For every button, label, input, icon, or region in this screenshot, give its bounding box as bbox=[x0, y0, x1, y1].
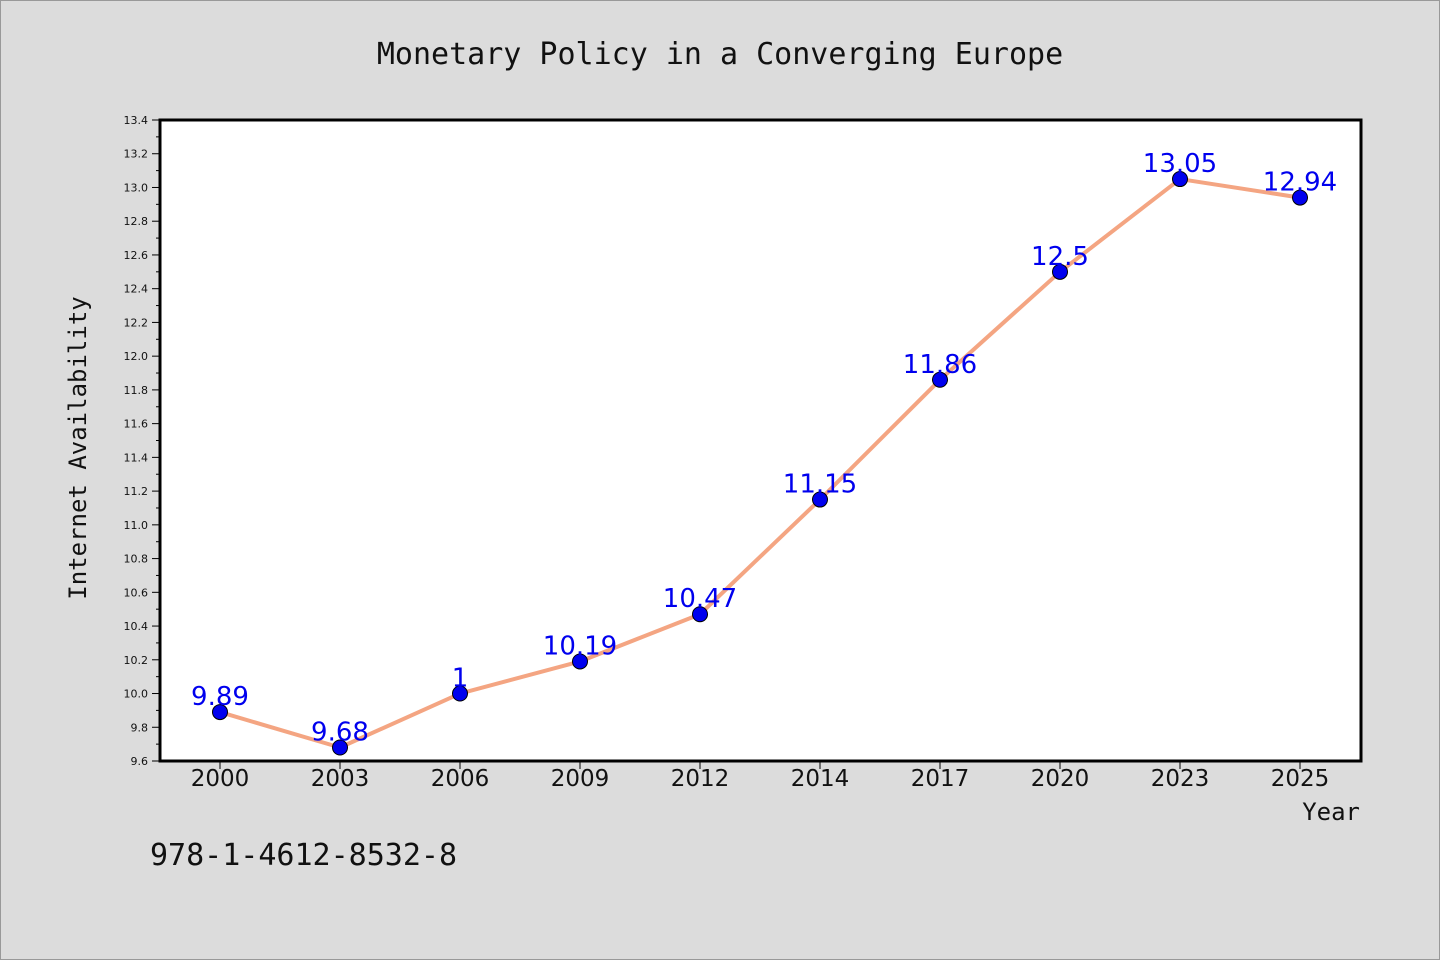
series-line-group bbox=[218, 177, 1302, 750]
data-label: 9.89 bbox=[191, 682, 249, 712]
x-tick-label: 2025 bbox=[1271, 766, 1330, 792]
x-tick-label: 2017 bbox=[911, 766, 970, 792]
data-label: 10.47 bbox=[663, 584, 737, 614]
y-tick-label: 12.2 bbox=[124, 316, 149, 329]
data-label: 13.05 bbox=[1143, 149, 1217, 179]
data-label: 9.68 bbox=[311, 718, 369, 748]
x-tick-label: 2023 bbox=[1151, 766, 1210, 792]
plot-frame bbox=[158, 118, 1363, 763]
y-tick-label: 11.6 bbox=[124, 418, 149, 431]
data-point bbox=[1172, 171, 1188, 188]
y-tick-label: 11.0 bbox=[124, 519, 149, 532]
x-tick-label: 2020 bbox=[1031, 766, 1090, 792]
y-tick-label: 12.4 bbox=[124, 283, 149, 296]
x-axis-ticks: 2000 2003 2006 2009 2012 2014 2017 2020 2023 2025 bbox=[191, 761, 1330, 792]
data-label: 12.94 bbox=[1263, 168, 1337, 198]
data-label: 10.19 bbox=[543, 631, 617, 661]
data-point bbox=[932, 371, 948, 388]
x-tick-label: 2003 bbox=[311, 766, 370, 792]
x-tick-label: 2000 bbox=[191, 766, 250, 792]
data-labels: 9.89 9.68 1 10.19 10.47 11.15 11.86 12.5 13.05 12… bbox=[191, 149, 1337, 747]
data-point bbox=[812, 491, 828, 508]
y-tick-label: 13.0 bbox=[124, 181, 149, 194]
y-tick-label: 9.8 bbox=[131, 721, 149, 734]
x-axis-label: Year bbox=[1302, 798, 1360, 826]
data-label: 12.5 bbox=[1031, 242, 1089, 272]
chart-title: Monetary Policy in a Converging Europe bbox=[377, 37, 1063, 72]
x-tick-label: 2006 bbox=[431, 766, 490, 792]
isbn-annotation: 978-1-4612-8532-8 bbox=[150, 838, 457, 873]
y-tick-label: 9.6 bbox=[131, 755, 149, 768]
data-point bbox=[572, 653, 588, 670]
y-tick-label: 11.8 bbox=[124, 384, 149, 397]
y-tick-label: 12.0 bbox=[124, 350, 149, 363]
y-tick-label: 11.4 bbox=[124, 451, 149, 464]
y-tick-label: 11.2 bbox=[124, 485, 149, 498]
data-label: 11.15 bbox=[783, 470, 857, 500]
data-point bbox=[1292, 189, 1308, 206]
y-tick-label: 10.0 bbox=[124, 688, 149, 701]
y-tick-label: 10.2 bbox=[124, 654, 149, 667]
y-tick-label: 12.6 bbox=[124, 249, 149, 262]
y-tick-label: 10.4 bbox=[124, 620, 149, 633]
y-axis-ticks: 9.6 9.8 10.0 10.2 10.4 10.6 10.8 11.0 11.2 11.4 11… bbox=[124, 114, 160, 768]
data-label: 1 bbox=[452, 664, 469, 694]
series-markers bbox=[212, 171, 1308, 756]
data-point bbox=[332, 739, 348, 756]
series-line bbox=[218, 177, 1302, 750]
y-axis-label: Internet Availability bbox=[64, 296, 92, 599]
x-tick-label: 2012 bbox=[671, 766, 730, 792]
data-point bbox=[1052, 263, 1068, 280]
y-tick-label: 13.2 bbox=[124, 148, 149, 161]
data-label: 11.86 bbox=[903, 350, 977, 380]
data-point bbox=[692, 606, 708, 623]
plot-area bbox=[160, 120, 1361, 761]
y-tick-label: 10.8 bbox=[124, 553, 149, 566]
x-tick-label: 2014 bbox=[791, 766, 850, 792]
y-tick-label: 10.6 bbox=[124, 586, 149, 599]
x-tick-label: 2009 bbox=[551, 766, 610, 792]
data-point bbox=[212, 704, 228, 721]
data-point bbox=[452, 685, 468, 702]
y-tick-label: 12.8 bbox=[124, 215, 149, 228]
y-tick-label: 13.4 bbox=[124, 114, 149, 127]
